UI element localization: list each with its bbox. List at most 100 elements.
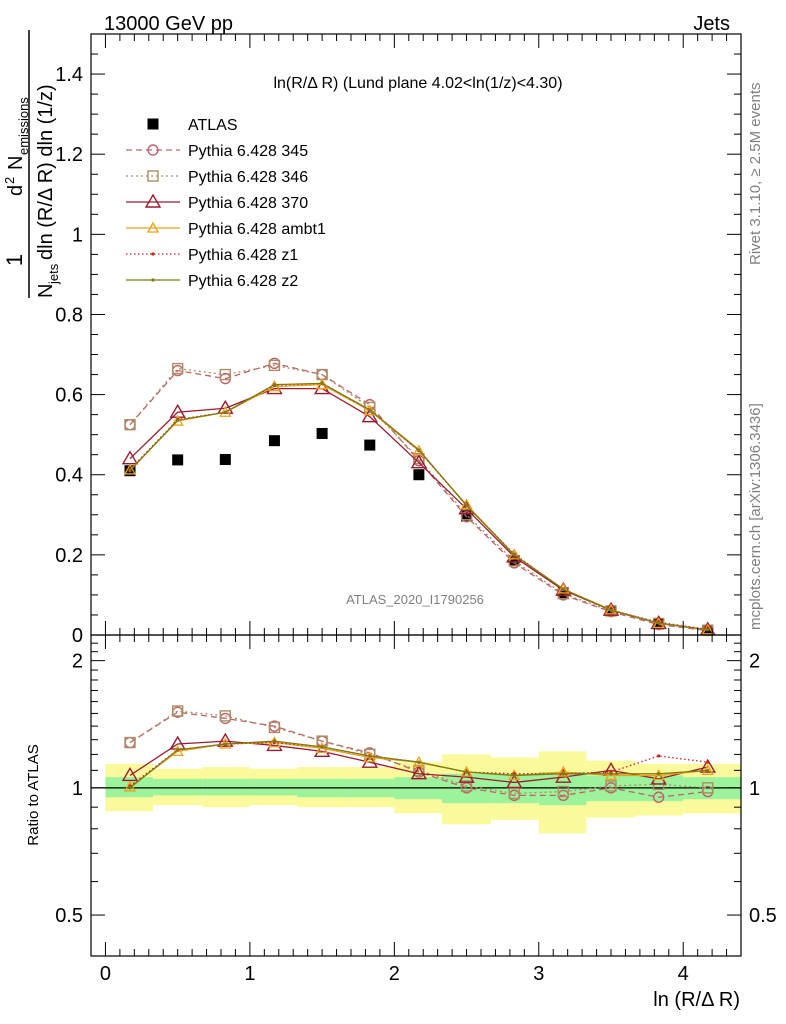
ratio-series-p346 (124, 705, 714, 800)
ratio-point-ambt1 (604, 769, 618, 781)
ratio-point-z2 (561, 772, 565, 776)
ratio-point-z2 (176, 748, 180, 752)
legend-entry-p370: Pythia 6.428 370 (126, 193, 308, 212)
ratio-point-p346 (460, 780, 473, 792)
ratio-point-z2 (368, 754, 372, 758)
ylabel-njets: N (35, 284, 57, 298)
legend-label: Pythia 6.428 z1 (188, 247, 298, 264)
data-point-z2 (320, 381, 324, 385)
bottom-y-tick-label: 0.5 (55, 905, 83, 927)
data-point-ambt1 (508, 548, 521, 560)
legend-label: Pythia 6.428 ambt1 (188, 221, 326, 238)
x-tick-label: 2 (389, 963, 400, 985)
legend-entry-z2: Pythia 6.428 z2 (126, 273, 298, 290)
legend-entry-z1: Pythia 6.428 z1 (126, 247, 298, 264)
ratio-point-ambt1 (363, 751, 376, 763)
data-point-ambt1 (219, 405, 232, 417)
data-point-atlas (413, 469, 425, 481)
legend-label: Pythia 6.428 345 (188, 143, 308, 160)
ratio-point-ambt1 (701, 764, 714, 776)
ratio-point-z2 (609, 772, 613, 776)
data-point-z2 (223, 410, 227, 414)
bottom-y-tick-label: 2 (72, 651, 83, 673)
ratio-point-p346 (219, 710, 232, 722)
bottom-y-tick-label-right: 1 (749, 778, 760, 800)
uncertainty-band-inner (202, 778, 250, 796)
legend-marker (147, 170, 159, 182)
data-point-p346 (171, 362, 184, 375)
ylabel-jets-sub: jets (46, 263, 61, 285)
ylabel-squared: 2 (2, 177, 17, 184)
ratio-line-p346 (129, 710, 708, 795)
legend-label: ATLAS (188, 117, 238, 134)
ratio-point-p370 (121, 767, 139, 782)
legend-entry-ambt1: Pythia 6.428 ambt1 (126, 221, 326, 238)
data-point-p370 (361, 408, 378, 423)
legend-entry-p345: Pythia 6.428 345 (126, 143, 308, 160)
data-point-p346 (460, 509, 473, 521)
header-left: 13000 GeV pp (104, 13, 233, 35)
data-point-z2 (561, 587, 565, 591)
data-point-z2 (657, 621, 661, 625)
bottom-y-axis-label: Ratio to ATLAS (25, 744, 42, 845)
data-point-p346 (268, 359, 281, 372)
legend: ATLAS Pythia 6.428 345 Pythia 6.428 346 Pyt… (126, 117, 326, 290)
ylabel-n: N (5, 156, 27, 170)
ratio-plot-panel: 0 1 2 3 4 0.5 0.5 1 1 2 2 (55, 634, 777, 985)
x-tick-label: 0 (100, 963, 111, 985)
header-right: Jets (693, 13, 730, 35)
legend-label: Pythia 6.428 z2 (188, 273, 298, 290)
analysis-watermark: ATLAS_2020_I1790256 (346, 592, 484, 607)
bottom-y-tick-label: 1 (72, 778, 83, 800)
uncertainty-band-inner (249, 778, 298, 796)
mcplots-label: mcplots.cern.ch [arXiv:1306.3436] (747, 403, 764, 630)
main-plot-panel: 0 0.2 0.4 0.6 0.8 1 1.2 1.4 (55, 33, 742, 647)
ratio-point-z2 (223, 742, 227, 746)
ratio-point-p370 (699, 758, 716, 773)
bottom-plot-frame (90, 634, 742, 957)
x-tick-label: 3 (533, 963, 544, 985)
series-line-p345 (129, 362, 708, 632)
data-point-atlas (316, 427, 328, 439)
top-y-tick-label: 1 (72, 224, 83, 246)
data-point-z2 (512, 553, 516, 557)
x-axis-label: ln (R/Δ R) (653, 989, 740, 1011)
ratio-point-z2 (417, 760, 421, 764)
ratio-point-z2 (272, 739, 277, 743)
ratio-point-p346 (557, 785, 570, 798)
ratio-point-z2 (464, 770, 469, 774)
data-point-ambt1 (171, 414, 184, 426)
ratio-point-p370 (217, 732, 234, 747)
top-y-axis-label: 1 N jets dln (R/Δ R) dln (1/z) d 2 N emi… (2, 30, 61, 298)
legend-marker (146, 221, 160, 233)
ratio-point-p346 (268, 721, 281, 734)
data-point-p370 (410, 454, 428, 469)
legend-label: Pythia 6.428 370 (188, 195, 308, 212)
data-point-ambt1 (363, 404, 376, 416)
legend-entry-atlas: ATLAS (147, 117, 238, 134)
legend-marker (144, 193, 162, 208)
ratio-point-p346 (508, 787, 520, 800)
top-y-tick-label: 0.2 (55, 545, 83, 567)
bottom-y-tick-label-right: 0.5 (749, 905, 777, 927)
ratio-point-p370 (506, 774, 523, 789)
series-line-p346 (129, 364, 708, 631)
plot-title: ln(R/Δ R) (Lund plane 4.02<ln(1/z)<4.30) (273, 75, 562, 92)
legend-marker (147, 144, 159, 156)
data-point-z2 (128, 469, 132, 473)
ratio-point-ambt1 (171, 745, 184, 757)
data-point-ambt1 (412, 444, 425, 456)
ratio-point-p346 (124, 736, 136, 749)
top-y-tick-label: 0.4 (55, 465, 83, 487)
uncertainty-band-inner (153, 778, 203, 796)
bottom-y-tick-label-right: 2 (749, 651, 760, 673)
x-tick-label: 1 (244, 963, 255, 985)
ratio-point-z2 (320, 745, 324, 749)
data-point-z2 (272, 382, 277, 387)
data-point-p370 (313, 380, 331, 395)
data-point-atlas (364, 439, 376, 451)
data-point-atlas (172, 454, 184, 466)
top-y-tick-label: 1.4 (55, 64, 83, 86)
top-y-tick-label: 1.2 (55, 144, 83, 166)
